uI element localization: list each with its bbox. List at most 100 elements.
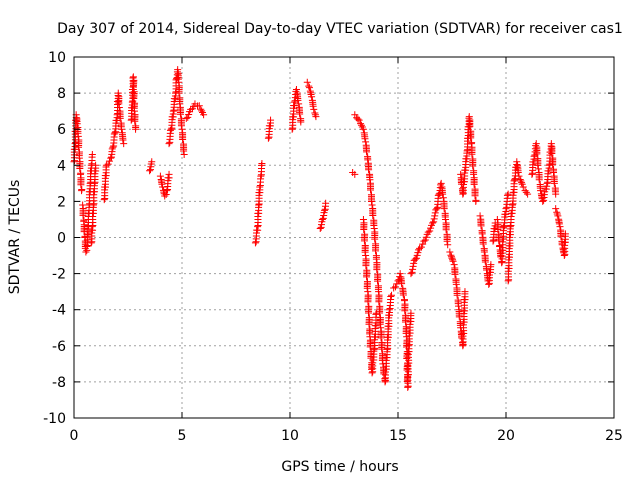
data-point [368, 369, 376, 377]
data-point [539, 197, 547, 205]
data-point [440, 205, 448, 213]
data-point [354, 115, 362, 123]
data-point [451, 270, 459, 278]
data-point [375, 298, 383, 306]
data-point [256, 183, 264, 191]
data-point [364, 309, 372, 317]
data-point [366, 176, 374, 184]
data-point [443, 237, 451, 245]
data-point [496, 243, 504, 251]
data-point [355, 116, 363, 124]
data-point [470, 170, 478, 178]
data-point [296, 110, 304, 118]
data-point [294, 96, 302, 104]
data-point [360, 237, 368, 245]
data-point [515, 172, 523, 180]
data-point [391, 283, 399, 291]
y-axis-label: SDTVAR / TECUs [7, 180, 23, 295]
data-point [487, 261, 495, 269]
data-point [148, 158, 156, 166]
data-point [311, 111, 319, 119]
data-point [449, 257, 457, 265]
data-point [92, 161, 100, 169]
data-point [480, 248, 488, 256]
x-tick-label: 25 [605, 428, 623, 444]
data-point [288, 125, 296, 133]
data-point [264, 134, 272, 142]
data-point [366, 343, 374, 351]
tick-labels: 0 5 10 15 20 25 -10 -8 -6 -4 -2 0 2 4 6 8 10 [43, 50, 623, 444]
y-tick-label: -2 [52, 267, 66, 283]
data-point [370, 224, 378, 232]
data-point [478, 230, 486, 238]
data-point [130, 95, 138, 103]
data-point [504, 190, 512, 198]
data-point [369, 212, 377, 220]
y-tick-label: -8 [52, 375, 66, 391]
data-point [439, 190, 447, 198]
data-point [118, 125, 126, 133]
data-point [176, 100, 184, 108]
grid-lines [74, 57, 614, 418]
data-point [522, 188, 530, 196]
data-point [129, 83, 137, 91]
data-point [73, 120, 81, 128]
data-point [477, 222, 485, 230]
data-point [550, 169, 558, 177]
data-point [552, 205, 560, 213]
data-point [267, 116, 275, 124]
data-point [476, 212, 484, 220]
data-point [416, 244, 424, 252]
data-point [547, 140, 555, 148]
data-point [132, 125, 140, 133]
data-point [305, 84, 313, 92]
data-point [439, 194, 447, 202]
data-point [433, 205, 441, 213]
data-point [200, 111, 208, 119]
data-point [534, 161, 542, 169]
data-point [548, 150, 556, 158]
y-tick-label: -10 [43, 411, 66, 427]
data-point [197, 105, 205, 113]
x-axis-label: GPS time / hours [281, 459, 398, 475]
data-point [403, 366, 411, 374]
data-point [357, 120, 365, 128]
data-point [421, 236, 429, 244]
data-point [446, 248, 454, 256]
data-point [516, 175, 524, 183]
data-point [167, 125, 175, 133]
y-tick-label: 0 [57, 231, 66, 247]
data-point [461, 288, 469, 296]
data-point [182, 114, 190, 122]
data-point [552, 190, 560, 198]
data-point [179, 135, 187, 143]
data-point [310, 105, 318, 113]
data-point [537, 187, 545, 195]
data-point [363, 273, 371, 281]
axis-ticks [73, 56, 615, 419]
data-point [437, 179, 445, 187]
data-point [120, 140, 128, 148]
data-point [506, 223, 514, 231]
data-point [430, 215, 438, 223]
data-point [453, 291, 461, 299]
data-point [532, 142, 540, 150]
data-point [111, 129, 119, 137]
data-point [362, 138, 370, 146]
data-point [105, 157, 113, 165]
data-points [70, 66, 569, 391]
data-point [156, 172, 164, 180]
data-point [407, 270, 415, 278]
data-point [401, 307, 409, 315]
data-point [184, 113, 192, 121]
data-point [305, 82, 313, 90]
x-tick-label: 15 [389, 428, 407, 444]
data-point [303, 78, 311, 86]
data-point [109, 143, 117, 151]
data-point [367, 186, 375, 194]
x-tick-label: 10 [281, 428, 299, 444]
data-point [318, 215, 326, 223]
data-point [419, 240, 427, 248]
data-point [442, 215, 450, 223]
